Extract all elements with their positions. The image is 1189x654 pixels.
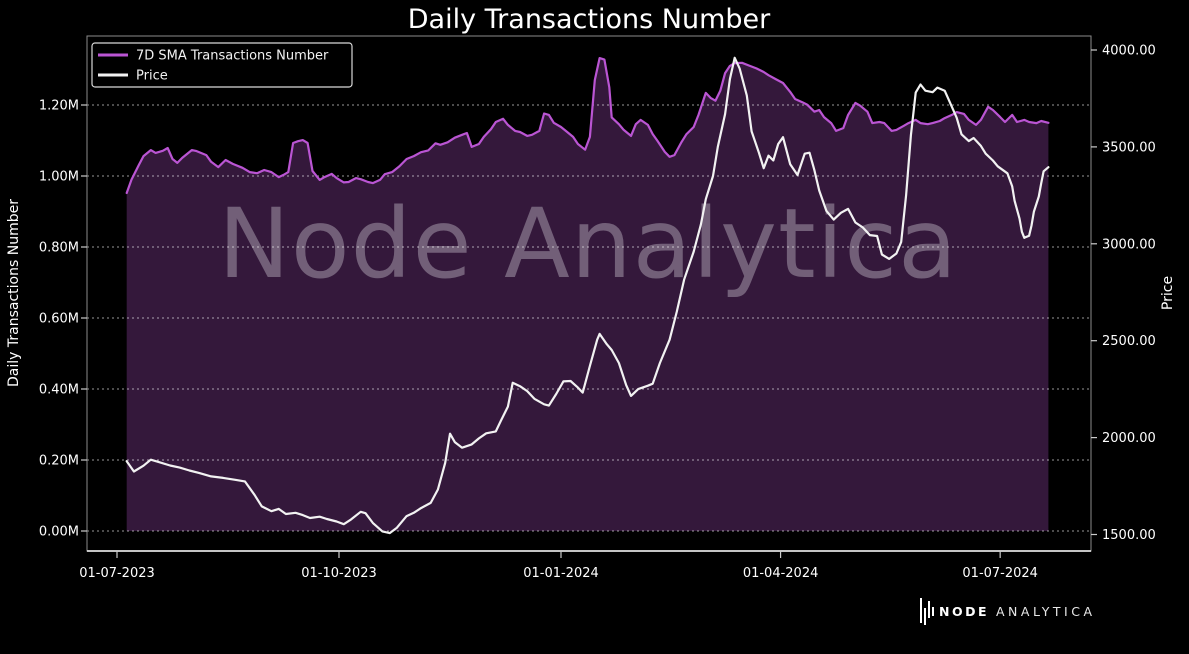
right-axis-title: Price [1160, 276, 1176, 310]
x-tick-label: 01-04-2024 [743, 566, 819, 581]
left-tick-label: 0.20M [39, 454, 79, 469]
left-tick-label: 0.60M [39, 312, 79, 327]
price-line [125, 56, 1050, 535]
right-tick-label: 4000.00 [1102, 44, 1156, 59]
left-tick-label: 1.00M [39, 170, 79, 185]
right-tick-label: 3500.00 [1102, 140, 1156, 155]
right-tick-label: 1500.00 [1102, 528, 1156, 543]
legend: 7D SMA Transactions Number Price [91, 42, 353, 88]
legend-label-price: Price [136, 69, 168, 84]
left-tick-label: 0.00M [39, 525, 79, 540]
brand-name-bold: NODE [939, 604, 989, 619]
left-tick-label: 0.40M [39, 383, 79, 398]
axis-ticks: 1.20M 1.00M 0.80M 0.60M 0.40M 0.20M 0.00M 4000.… [39, 44, 1156, 582]
right-tick-label: 2000.00 [1102, 431, 1156, 446]
x-tick-label: 01-07-2023 [79, 566, 155, 581]
watermark-text: Node Analytica [218, 188, 958, 300]
x-tick-label: 01-01-2024 [523, 566, 599, 581]
right-tick-label: 3000.00 [1102, 237, 1156, 252]
left-axis-title: Daily Transactions Number [6, 199, 22, 387]
chart-title: Daily Transactions Number [408, 4, 771, 35]
brand-logo: NODE ANALYTICA [920, 598, 1096, 625]
gridlines [87, 104, 1091, 532]
brand-bars-icon [920, 598, 934, 625]
x-tick-label: 01-10-2023 [301, 566, 377, 581]
brand-name-light: ANALYTICA [996, 604, 1096, 619]
legend-box [91, 42, 353, 88]
left-tick-label: 1.20M [39, 99, 79, 114]
series-lines [125, 56, 1050, 535]
right-tick-label: 2500.00 [1102, 334, 1156, 349]
sma-line [125, 57, 1050, 195]
x-tick-label: 01-07-2024 [962, 566, 1038, 581]
left-tick-label: 0.80M [39, 241, 79, 256]
legend-label-sma: 7D SMA Transactions Number [136, 49, 329, 64]
